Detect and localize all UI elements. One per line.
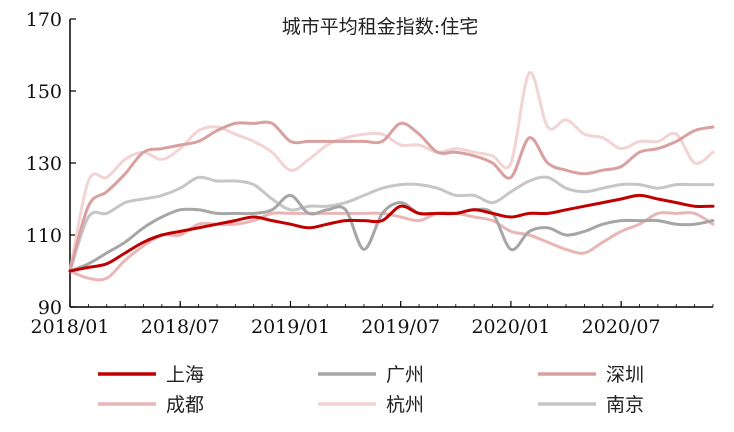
x-tick-label: 2020/01 [471, 316, 550, 338]
legend-label: 广州 [386, 364, 424, 386]
y-tick-label: 110 [26, 225, 62, 247]
plot-area [68, 71, 715, 282]
legend-label: 成都 [166, 394, 204, 416]
series-line-6 [68, 175, 715, 273]
y-tick-label: 90 [38, 297, 62, 319]
series-line-2 [68, 193, 715, 273]
y-tick-label: 130 [26, 153, 62, 175]
series-line-3 [68, 120, 715, 273]
series-line-1 [68, 193, 715, 273]
axes: 90 110 130 150 170 2018/01 2018/07 2019/01 2019/… [26, 9, 714, 338]
chart-title: 城市平均租金指数:住宅 [282, 16, 478, 38]
series-line-5 [68, 71, 715, 273]
legend-label: 上海 [166, 364, 204, 386]
legend-label: 杭州 [386, 394, 424, 416]
y-tick-label: 150 [26, 81, 62, 103]
x-tick-label: 2018/07 [141, 316, 220, 338]
x-tick-label: 2019/01 [251, 316, 330, 338]
y-tick-label: 170 [26, 9, 62, 31]
x-tick-label: 2020/07 [582, 316, 661, 338]
legend-label: 南京 [606, 394, 644, 416]
series-line-4 [68, 211, 715, 282]
legend-label: 深圳 [606, 364, 644, 386]
x-tick-label: 2019/07 [361, 316, 440, 338]
x-tick-label: 2018/01 [31, 316, 110, 338]
